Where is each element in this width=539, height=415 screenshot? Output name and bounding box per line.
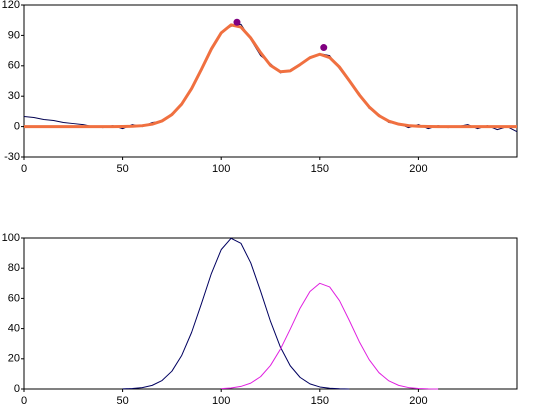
- y-tick-label: 40: [8, 323, 20, 335]
- series-line: [221, 282, 439, 390]
- x-tick-label: 200: [409, 163, 427, 175]
- y-tick-label: 20: [8, 353, 20, 365]
- y-tick-label: 60: [8, 60, 20, 72]
- y-tick-label: 80: [8, 262, 20, 274]
- x-tick-label: 50: [116, 395, 128, 407]
- x-tick-label: 150: [311, 395, 329, 407]
- y-tick-label: 120: [2, 0, 20, 11]
- y-tick-label: 30: [8, 90, 20, 102]
- x-tick-label: 0: [21, 163, 27, 175]
- series-line: [24, 23, 517, 129]
- y-tick-label: -30: [4, 151, 20, 163]
- plot-frame: [23, 4, 518, 158]
- x-tick-label: 50: [116, 163, 128, 175]
- x-tick-label: 200: [409, 395, 427, 407]
- series-line: [23, 23, 518, 133]
- y-tick-label: 60: [8, 292, 20, 304]
- y-tick-label: 0: [14, 121, 20, 133]
- peak-marker: [233, 18, 241, 26]
- peak-marker: [320, 44, 328, 52]
- y-tick-label: 90: [8, 29, 20, 41]
- x-tick-label: 100: [212, 163, 230, 175]
- y-tick-label: 100: [2, 232, 20, 244]
- series-line: [122, 237, 350, 390]
- x-tick-label: 0: [21, 395, 27, 407]
- y-tick-label: 0: [14, 383, 20, 395]
- plot-frame: [23, 237, 518, 390]
- x-tick-label: 100: [212, 395, 230, 407]
- x-tick-label: 150: [311, 163, 329, 175]
